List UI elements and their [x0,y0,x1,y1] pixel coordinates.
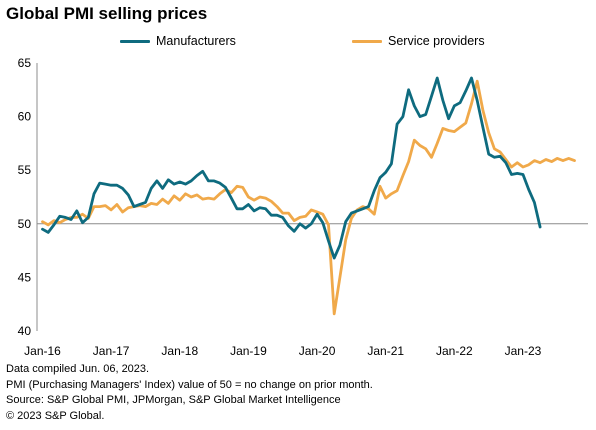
x-tick-label: Jan-16 [24,344,61,358]
footnotes: Data compiled Jun. 06, 2023. PMI (Purcha… [6,362,373,424]
y-tick-label: 55 [18,163,32,177]
chart-title: Global PMI selling prices [6,4,208,23]
legend-item-service-providers: Service providers [352,34,485,48]
footnote-source: Source: S&P Global PMI, JPMorgan, S&P Gl… [6,394,341,406]
x-tick-label: Jan-18 [161,344,198,358]
footnote-pmi-definition: PMI (Purchasing Managers' Index) value o… [6,378,373,391]
x-tick-label: Jan-20 [299,344,336,358]
x-tick-label: Jan-21 [367,344,404,358]
x-tick-label: Jan-22 [436,344,473,358]
y-tick-label: 40 [18,324,32,338]
y-tick-label: 50 [18,217,32,231]
x-tick-label: Jan-17 [93,344,130,358]
legend-label-service-providers: Service providers [388,34,485,48]
series-line-service-providers [41,79,576,316]
x-axis: Jan-16 Jan-17 Jan-18 Jan-19 Jan-20 Jan-21 Jan-… [24,344,541,358]
footnote-data-compiled: Data compiled Jun. 06, 2023. [6,363,150,375]
y-tick-label: 65 [18,56,32,70]
chart-legend: Manufacturers Service providers [0,0,596,60]
x-tick-label: Jan-19 [230,344,267,358]
footnote-copyright: © 2023 S&P Global. [6,409,105,422]
y-axis: 40 45 50 55 60 65 [18,56,38,338]
y-tick-label: 60 [18,110,32,124]
series-line-manufacturers [41,76,542,260]
series-group [41,76,576,316]
legend-swatch-service-providers [352,39,382,43]
legend-swatch-manufacturers [120,39,150,43]
x-tick-label: Jan-23 [505,344,542,358]
legend-item-manufacturers: Manufacturers [120,34,236,48]
y-tick-label: 45 [18,270,32,284]
legend-label-manufacturers: Manufacturers [156,34,236,48]
